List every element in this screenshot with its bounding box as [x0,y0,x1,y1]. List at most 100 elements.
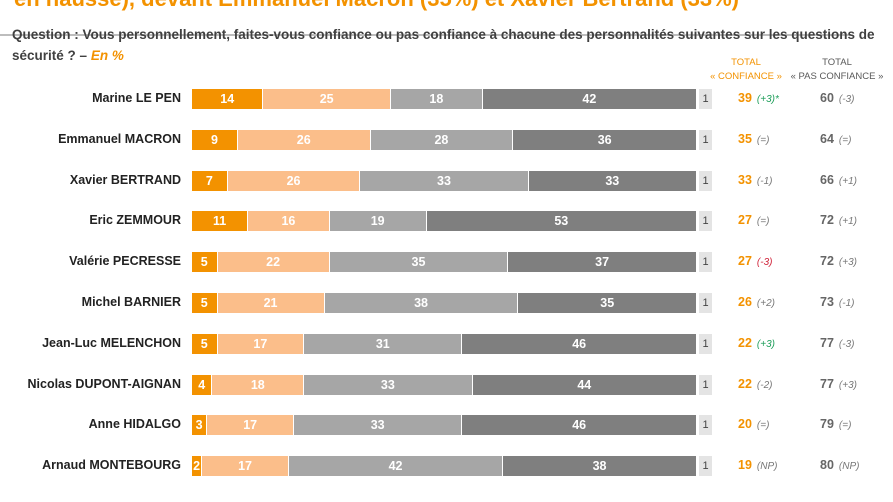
evolution-confiance: (NP) [756,461,778,473]
header-line: « CONFIANCE » [710,71,782,82]
bar-segment-nsp: 1 [699,374,712,395]
evolution-pas-confiance: (NP) [838,461,860,473]
evolution-confiance: (=) [756,134,770,146]
bar-segment: 26 [227,170,361,191]
bar-segment: 18 [212,374,305,395]
bar-segment: 37 [508,252,697,273]
evolution-pas-confiance: (-3) [838,94,855,105]
category-label: Eric ZEMMOUR [89,213,181,228]
bar-segment: 35 [329,252,509,273]
evolution-pas-confiance: (+3) [838,257,857,269]
bar-segment: 16 [248,211,330,232]
bar-segment: 38 [324,293,519,313]
evolution-pas-confiance: (+3) [838,379,857,391]
bar-segment: 33 [294,415,463,436]
header-line: TOTAL [822,57,852,68]
header-total-confiance: TOTAL « CONFIANCE » [710,56,782,84]
category-label: Jean-Luc MELENCHON [42,335,181,350]
total-confiance: 27 (-3) [738,254,773,269]
bar-segment: 11 [192,211,249,232]
bar-segment: 5 [192,252,218,273]
category-label: Anne HIDALGO [88,417,181,432]
bar-segment: 28 [370,129,514,150]
total-confiance: 19 (NP) [738,458,778,473]
evolution-pas-confiance: (+1) [838,216,857,228]
bar-segment: 35 [518,293,697,313]
bar-segment-nsp: 1 [699,456,712,477]
evolution-pas-confiance: (-3) [838,338,855,350]
bar-segment: 46 [462,333,697,354]
bar-segment: 3 [192,415,208,436]
header-line: « PAS CONFIANCE » [790,71,884,82]
bar-segment-nsp: 1 [699,252,712,273]
evolution-confiance: (-2) [756,379,773,391]
evolution-confiance: (+3)* [756,94,779,105]
bar-segment-nsp: 1 [699,129,712,150]
bar-segment: 33 [528,170,697,191]
total-confiance: 33 (-1) [738,172,773,187]
category-label: Xavier BERTRAND [69,172,181,187]
bar-segment-nsp: 1 [699,211,712,232]
total-confiance: 22 (-2) [738,376,773,391]
bar-segment-nsp: 1 [699,415,712,436]
total-confiance: 20 (=) [738,417,770,432]
evolution-pas-confiance: (+1) [838,175,857,187]
total-confiance: 27 (=) [738,213,770,228]
total-pas-confiance: 72 (+3) [820,254,857,269]
bar-segment: 14 [192,89,264,109]
evolution-confiance: (-3) [756,257,773,269]
total-pas-confiance: 73 (-1) [820,295,855,309]
total-confiance: 22 (+3) [738,335,775,350]
category-label: Arnaud MONTEBOURG [42,458,181,473]
evolution-pas-confiance: (=) [838,420,852,432]
bar-segment: 5 [192,333,218,354]
evolution-pas-confiance: (=) [838,134,852,146]
bar-segment: 2 [192,456,203,477]
bar-segment: 26 [237,129,371,150]
bar-segment: 21 [217,293,325,313]
bar-segment: 33 [360,170,529,191]
bar-segment: 18 [390,89,483,109]
bar-segment: 17 [217,333,305,354]
bar-segment: 46 [462,415,697,436]
total-confiance: 35 (=) [738,131,770,146]
evolution-confiance: (+3) [756,338,775,350]
evolution-confiance: (+2) [756,298,775,309]
bar-segment: 44 [472,374,697,395]
category-label: Valérie PECRESSE [69,254,181,269]
bar-segment: 7 [192,170,228,191]
bar-segment: 19 [329,211,427,232]
total-pas-confiance: 66 (+1) [820,172,857,187]
total-confiance: 39 (+3)* [738,91,779,105]
bar-segment: 38 [503,456,697,477]
bar-segment-nsp: 1 [699,89,712,109]
total-pas-confiance: 77 (+3) [820,376,857,391]
evolution-confiance: (=) [756,420,770,432]
headline: en hausse), devant Emmanuel Macron (35%)… [14,0,739,12]
evolution-pas-confiance: (-1) [838,298,855,309]
header-total-pas-confiance: TOTAL « PAS CONFIANCE » [784,56,890,84]
category-label: Michel BARNIER [81,295,181,309]
total-pas-confiance: 79 (=) [820,417,852,432]
header-line: TOTAL [731,57,761,68]
bar-segment-nsp: 1 [699,170,712,191]
evolution-confiance: (=) [756,216,770,228]
bar-segment: 17 [202,456,289,477]
bar-segment: 4 [192,374,213,395]
category-label: Nicolas DUPONT-AIGNAN [27,376,182,391]
category-label: Marine LE PEN [92,91,181,105]
category-label: Emmanuel MACRON [58,131,181,146]
total-confiance: 26 (+2) [738,295,775,309]
bar-segment-nsp: 1 [699,333,712,354]
bar-segment: 9 [192,129,238,150]
total-pas-confiance: 80 (NP) [820,458,860,473]
bar-segment: 36 [513,129,697,150]
unit-label: En % [90,48,124,63]
bar-segment: 22 [217,252,330,273]
question-label: Question : Vous personnellement, faites-… [12,27,875,63]
bar-segment: 42 [288,456,504,477]
bar-segment: 53 [426,211,697,232]
bar-segment: 5 [192,293,218,313]
bar-segment: 25 [263,89,391,109]
